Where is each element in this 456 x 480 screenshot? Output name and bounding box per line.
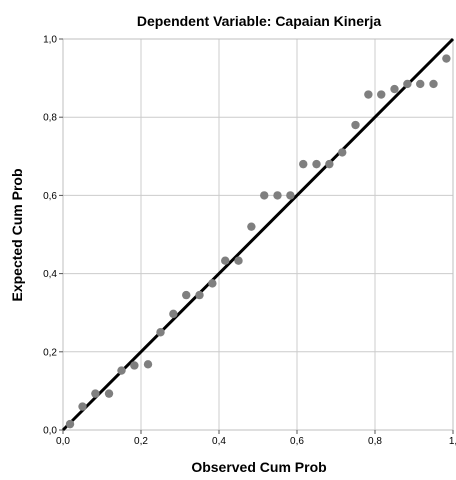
data-point	[91, 389, 100, 398]
data-point	[117, 366, 126, 375]
data-point	[78, 402, 87, 411]
x-tick-label: 1,	[449, 436, 456, 447]
reference-line	[61, 37, 455, 432]
data-point	[273, 191, 282, 200]
x-tick-label: 0,2	[134, 436, 148, 447]
data-point	[299, 159, 308, 169]
y-tick-label: 0,4	[43, 269, 57, 280]
plot-area-frame	[62, 38, 454, 431]
y-tick-label: 0,0	[43, 426, 57, 437]
y-axis-title: Expected Cum Prob	[9, 168, 25, 301]
data-point	[286, 191, 295, 200]
data-point	[338, 148, 347, 157]
data-point	[390, 84, 399, 94]
data-point	[247, 222, 256, 231]
data-point	[169, 309, 178, 319]
y-tick-label: 1,0	[43, 35, 57, 46]
x-tick-label: 0,6	[290, 436, 304, 447]
data-point	[143, 360, 153, 369]
data-point	[377, 90, 386, 99]
data-points	[65, 54, 451, 429]
data-point	[429, 79, 438, 89]
data-point	[234, 256, 243, 265]
chart-subtitle: Dependent Variable: Capaian Kinerja	[137, 13, 382, 29]
data-point	[325, 159, 334, 169]
data-point	[65, 419, 75, 429]
reference-line-layer	[61, 37, 455, 432]
y-tick-label: 0,2	[43, 347, 57, 358]
y-tick-label: 0,6	[43, 191, 57, 202]
data-point	[182, 290, 191, 300]
data-point	[195, 290, 204, 300]
data-point	[104, 389, 114, 398]
x-axis-title: Observed Cum Prob	[191, 459, 326, 475]
x-tick-label: 0,4	[212, 436, 226, 447]
data-point	[156, 328, 165, 337]
data-point	[208, 279, 217, 288]
data-point	[416, 79, 425, 89]
data-point	[442, 54, 451, 63]
data-point	[364, 90, 373, 99]
tick-labels: 0,0 0,2 0,4 0,6 0,8 1, 0,0 0,2 0,4 0,6 0,8 1,0	[43, 35, 456, 448]
x-tick-label: 0,0	[56, 436, 70, 447]
grid-lines	[63, 39, 453, 430]
data-point	[260, 191, 269, 200]
data-point	[221, 256, 230, 265]
data-point	[312, 159, 321, 169]
data-point	[351, 120, 360, 130]
y-tick-label: 0,8	[43, 113, 57, 124]
x-tick-label: 0,8	[368, 436, 382, 447]
data-point	[403, 79, 412, 89]
data-point	[130, 361, 139, 370]
